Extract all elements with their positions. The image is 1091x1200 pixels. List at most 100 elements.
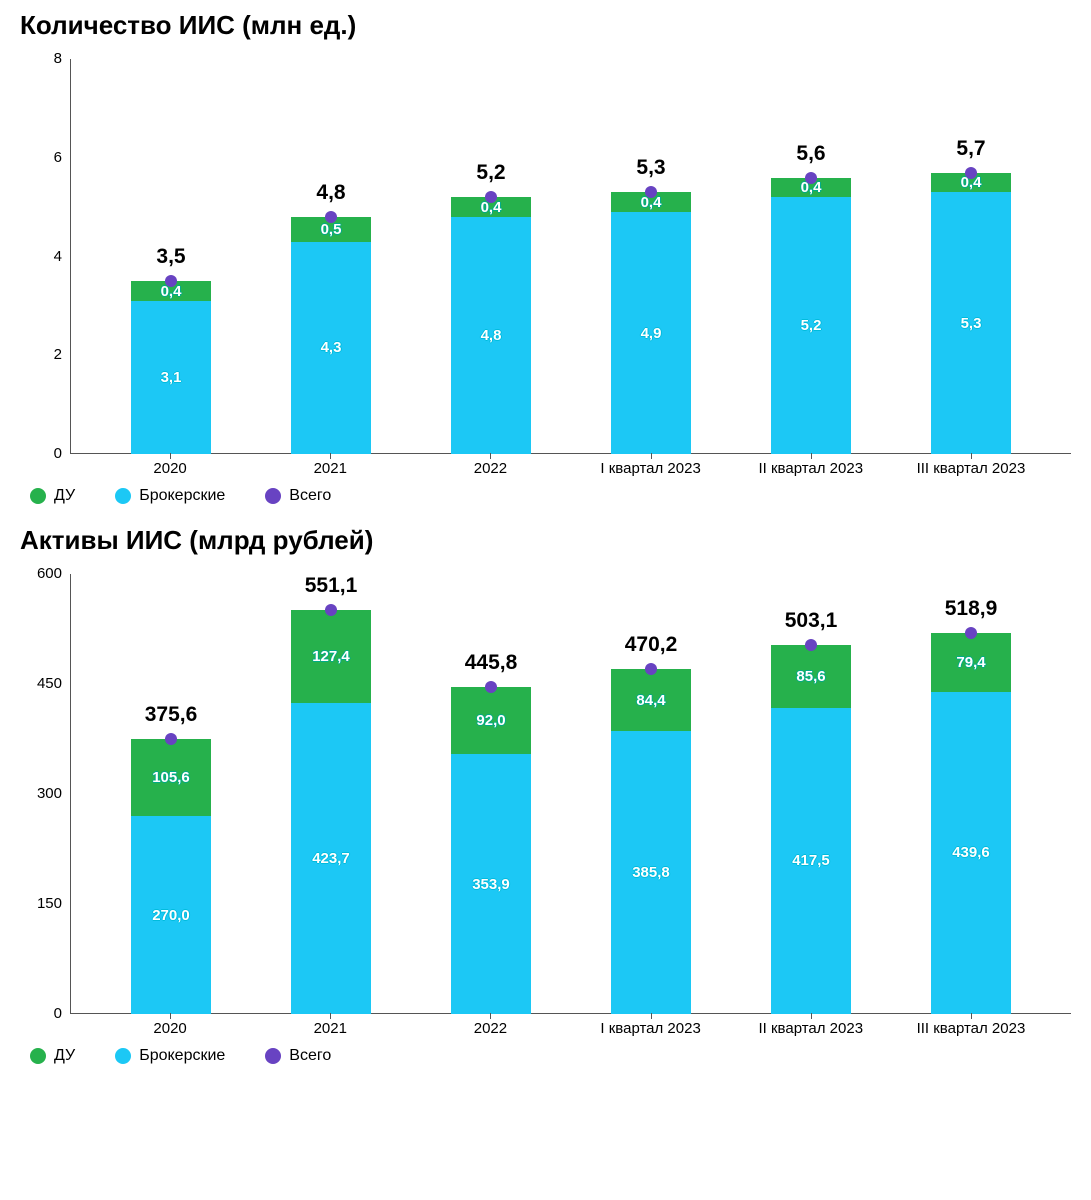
seg-label: 92,0: [476, 712, 505, 729]
plot: 3,50,43,14,80,54,35,20,44,85,30,44,95,60…: [70, 59, 1071, 454]
bars-container: 375,6 105,6 270,0 551,1 127,4 423,7 445,8 92,0 3…: [71, 574, 1071, 1014]
legend-item-broker: Брокерские: [115, 487, 225, 505]
legend-item-total: Всего: [265, 1047, 331, 1065]
seg-label: 385,8: [632, 864, 670, 881]
total-dot: [165, 275, 177, 287]
swatch-total: [265, 488, 281, 504]
legend-item-broker: Брокерские: [115, 1047, 225, 1065]
legend-label: ДУ: [54, 1047, 75, 1065]
x-tick: II квартал 2023: [731, 454, 891, 477]
x-tick: I квартал 2023: [571, 454, 731, 477]
total-dot: [965, 167, 977, 179]
total-dot: [645, 663, 657, 675]
bar-slot: 551,1 127,4 423,7: [251, 574, 411, 1014]
legend-label: Брокерские: [139, 487, 225, 505]
legend-item-du: ДУ: [30, 1047, 75, 1065]
legend-label: Всего: [289, 1047, 331, 1065]
seg-label: 3,1: [161, 369, 182, 386]
bar-slot: 445,8 92,0 353,9: [411, 574, 571, 1014]
swatch-broker: [115, 1048, 131, 1064]
bar-slot: 503,185,6417,5: [731, 574, 891, 1014]
seg-label: 4,9: [641, 325, 662, 342]
y-axis: 6004503001500: [20, 574, 70, 1014]
chart-count: Количество ИИС (млн ед.) 86420 3,50,43,1…: [20, 10, 1071, 505]
bar-segment-broker: 4,8: [451, 217, 531, 454]
total-label: 445,8: [411, 651, 571, 675]
seg-label: 417,5: [792, 852, 830, 869]
total-label: 5,7: [891, 137, 1051, 161]
bar-slot: 4,80,54,3: [251, 59, 411, 454]
total-dot: [805, 172, 817, 184]
x-tick: II квартал 2023: [731, 1014, 891, 1037]
bar-segment-du: 84,4: [611, 669, 691, 731]
x-tick: 2020: [90, 454, 250, 477]
chart-title: Количество ИИС (млн ед.): [20, 10, 1071, 41]
swatch-du: [30, 488, 46, 504]
seg-label: 439,6: [952, 844, 990, 861]
total-label: 5,3: [571, 156, 731, 180]
x-axis: 202020212022I квартал 2023II квартал 202…: [70, 1014, 1071, 1037]
bar-segment-du: 105,6: [131, 739, 211, 816]
bar-segment-du: 79,4: [931, 633, 1011, 691]
total-dot: [645, 186, 657, 198]
total-dot: [325, 211, 337, 223]
x-tick: I квартал 2023: [571, 1014, 731, 1037]
total-dot: [805, 639, 817, 651]
total-dot: [485, 191, 497, 203]
chart-area: 6004503001500 375,6 105,6 270,0 551,1 127,4 4…: [20, 574, 1071, 1014]
x-tick: 2021: [250, 1014, 410, 1037]
total-label: 470,2: [571, 633, 731, 657]
total-label: 3,5: [91, 245, 251, 269]
seg-label: 5,3: [961, 315, 982, 332]
bar-segment-du: 92,0: [451, 687, 531, 754]
chart-title: Активы ИИС (млрд рублей): [20, 525, 1071, 556]
chart-area: 86420 3,50,43,14,80,54,35,20,44,85,30,44…: [20, 59, 1071, 454]
bar-slot: 518,9 79,4 439,6: [891, 574, 1051, 1014]
bar-segment-broker: 353,9: [451, 754, 531, 1014]
bar-slot: 5,30,44,9: [571, 59, 731, 454]
swatch-total: [265, 1048, 281, 1064]
total-label: 518,9: [891, 597, 1051, 621]
legend-label: Брокерские: [139, 1047, 225, 1065]
seg-label: 84,4: [636, 692, 665, 709]
total-label: 551,1: [251, 574, 411, 598]
total-label: 5,2: [411, 161, 571, 185]
legend-item-total: Всего: [265, 487, 331, 505]
seg-label: 270,0: [152, 907, 190, 924]
seg-label: 127,4: [312, 648, 350, 665]
x-tick: 2020: [90, 1014, 250, 1037]
legend-item-du: ДУ: [30, 487, 75, 505]
seg-label: 4,3: [321, 339, 342, 356]
total-label: 5,6: [731, 142, 891, 166]
x-tick: 2022: [410, 454, 570, 477]
total-dot: [965, 627, 977, 639]
bar-segment-broker: 3,1: [131, 301, 211, 454]
legend-label: ДУ: [54, 487, 75, 505]
bar-segment-broker: 439,6: [931, 692, 1011, 1014]
bar-segment-broker: 4,9: [611, 212, 691, 454]
seg-label: 105,6: [152, 769, 190, 786]
total-dot: [485, 681, 497, 693]
seg-label: 4,8: [481, 327, 502, 344]
bar-segment-broker: 5,3: [931, 192, 1011, 454]
bars-container: 3,50,43,14,80,54,35,20,44,85,30,44,95,60…: [71, 59, 1071, 454]
total-label: 4,8: [251, 181, 411, 205]
chart-assets: Активы ИИС (млрд рублей) 6004503001500 3…: [20, 525, 1071, 1065]
bar-segment-broker: 270,0: [131, 816, 211, 1014]
bar-segment-broker: 4,3: [291, 242, 371, 454]
bar-segment-du: 85,6: [771, 645, 851, 708]
legend: ДУ Брокерские Всего: [30, 487, 1071, 505]
total-label: 375,6: [91, 703, 251, 727]
seg-label: 423,7: [312, 850, 350, 867]
legend: ДУ Брокерские Всего: [30, 1047, 1071, 1065]
x-tick: III квартал 2023: [891, 454, 1051, 477]
bar-segment-broker: 417,5: [771, 708, 851, 1014]
seg-label: 85,6: [796, 668, 825, 685]
bar-segment-du: 127,4: [291, 610, 371, 703]
bar-slot: 5,70,45,3: [891, 59, 1051, 454]
x-tick: III квартал 2023: [891, 1014, 1051, 1037]
bar-segment-broker: 385,8: [611, 731, 691, 1014]
total-dot: [165, 733, 177, 745]
bar-segment-broker: 423,7: [291, 703, 371, 1014]
y-axis: 86420: [20, 59, 70, 454]
